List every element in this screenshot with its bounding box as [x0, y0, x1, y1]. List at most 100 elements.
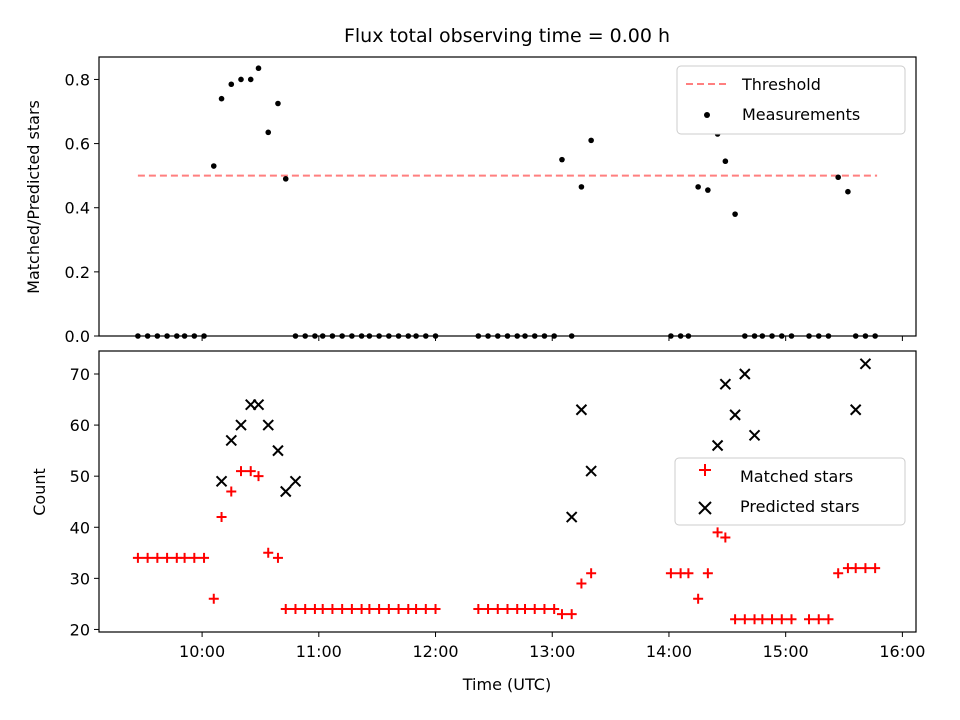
- matched-star-point: [337, 604, 348, 615]
- measurement-point: [722, 158, 729, 165]
- measurement-point: [265, 129, 272, 136]
- predicted-star-point: [585, 465, 597, 477]
- matched-star-point: [767, 614, 778, 625]
- predicted-star-point: [859, 358, 872, 370]
- matched-star-point: [539, 604, 550, 615]
- matched-star-point: [683, 568, 694, 579]
- predicted-star-point: [849, 404, 862, 416]
- bottom-panel: 20 30 40 50 60 70 10:00 11:00 12:00 13:00 14:00 15…: [30, 350, 925, 694]
- matched-star-point: [199, 552, 210, 563]
- matched-star-point: [300, 604, 311, 615]
- matched-star-point: [502, 604, 513, 615]
- legend-matched-swatch: [699, 464, 711, 476]
- bottom-ytick-label: 30: [70, 569, 90, 588]
- matched-star-point: [813, 614, 824, 625]
- bottom-y-ticks: 20 30 40 50 60 70: [70, 365, 99, 639]
- measurement-point: [588, 137, 594, 144]
- count-points-layer: [132, 358, 881, 625]
- top-ylabel: Matched/Predicted stars: [24, 100, 43, 294]
- bottom-ylabel: Count: [30, 468, 49, 516]
- predicted-star-point: [262, 419, 274, 431]
- matched-star-point: [712, 527, 723, 538]
- predicted-star-point: [289, 475, 302, 487]
- matched-star-point: [216, 512, 227, 523]
- matched-star-point: [823, 614, 834, 625]
- matched-star-point: [804, 614, 815, 625]
- predicted-star-point: [272, 444, 284, 457]
- bottom-ytick-label: 60: [70, 416, 90, 435]
- predicted-star-point: [215, 475, 228, 487]
- matched-star-point: [492, 604, 503, 615]
- matched-star-point: [850, 563, 861, 574]
- bottom-xlabel: Time (UTC): [462, 675, 551, 694]
- matched-star-point: [327, 604, 338, 615]
- matched-star-point: [549, 604, 560, 615]
- matched-star-point: [776, 614, 787, 625]
- bottom-xtick-label: 13:00: [529, 642, 575, 661]
- measurement-point: [835, 174, 841, 181]
- matched-star-point: [693, 593, 704, 604]
- matched-star-point: [665, 568, 676, 579]
- top-ytick-label: 0.4: [65, 199, 90, 218]
- top-ytick-label: 0.8: [65, 70, 90, 89]
- legend-threshold-label: Threshold: [741, 75, 821, 94]
- legend-predicted-swatch: [698, 501, 712, 515]
- top-ytick-label: 0.2: [65, 263, 90, 282]
- matched-star-point: [556, 609, 567, 620]
- measurement-point: [845, 188, 851, 195]
- bottom-xtick-label: 16:00: [879, 642, 925, 661]
- predicted-star-point: [225, 434, 237, 447]
- matched-star-point: [317, 604, 328, 615]
- bottom-ytick-label: 50: [70, 467, 90, 486]
- matched-star-point: [483, 604, 494, 615]
- predicted-star-point: [711, 439, 724, 452]
- top-legend: Threshold Measurements: [676, 65, 906, 135]
- legend-predicted-label: Predicted stars: [740, 497, 860, 516]
- top-plot-frame: [98, 56, 917, 337]
- matched-star-point: [702, 568, 713, 579]
- predicted-star-point: [729, 409, 741, 421]
- matched-star-point: [420, 604, 431, 615]
- matched-star-point: [226, 486, 237, 497]
- top-legend-box: [676, 65, 906, 135]
- matched-star-point: [870, 563, 881, 574]
- top-ytick-label: 0.6: [65, 135, 90, 154]
- matched-star-point: [730, 614, 741, 625]
- measurement-point: [578, 184, 585, 190]
- matched-star-point: [208, 593, 219, 604]
- bottom-legend-box: [674, 457, 906, 526]
- bottom-xtick-label: 14:00: [646, 642, 692, 661]
- matched-star-point: [346, 604, 357, 615]
- matched-star-point: [529, 604, 540, 615]
- predicted-star-point: [565, 511, 578, 523]
- measurement-point: [559, 156, 565, 163]
- predicted-star-point: [252, 398, 265, 411]
- matched-star-point: [374, 604, 385, 615]
- measurement-point: [238, 76, 244, 83]
- bottom-ytick-label: 70: [70, 365, 90, 384]
- matched-star-point: [290, 604, 301, 615]
- matched-star-point: [786, 614, 797, 625]
- matched-star-point: [833, 568, 844, 579]
- matched-star-point: [245, 466, 256, 477]
- matched-star-point: [142, 552, 153, 563]
- matched-star-point: [383, 604, 394, 615]
- matched-star-point: [132, 552, 143, 563]
- matched-star-point: [364, 604, 375, 615]
- predicted-star-point: [235, 419, 247, 431]
- bottom-xtick-label: 15:00: [763, 642, 809, 661]
- measurement-point: [732, 211, 738, 217]
- matched-star-point: [272, 552, 283, 563]
- matched-star-point: [179, 552, 190, 563]
- matched-star-point: [430, 604, 441, 615]
- matched-star-point: [236, 466, 247, 477]
- predicted-star-point: [719, 378, 732, 390]
- measurement-point: [695, 184, 701, 190]
- measurement-point: [282, 176, 289, 182]
- bottom-plot-frame: [98, 350, 917, 633]
- matched-star-point: [520, 604, 531, 615]
- measurement-point: [275, 100, 281, 107]
- matched-star-point: [411, 604, 422, 615]
- matched-star-point: [280, 604, 291, 615]
